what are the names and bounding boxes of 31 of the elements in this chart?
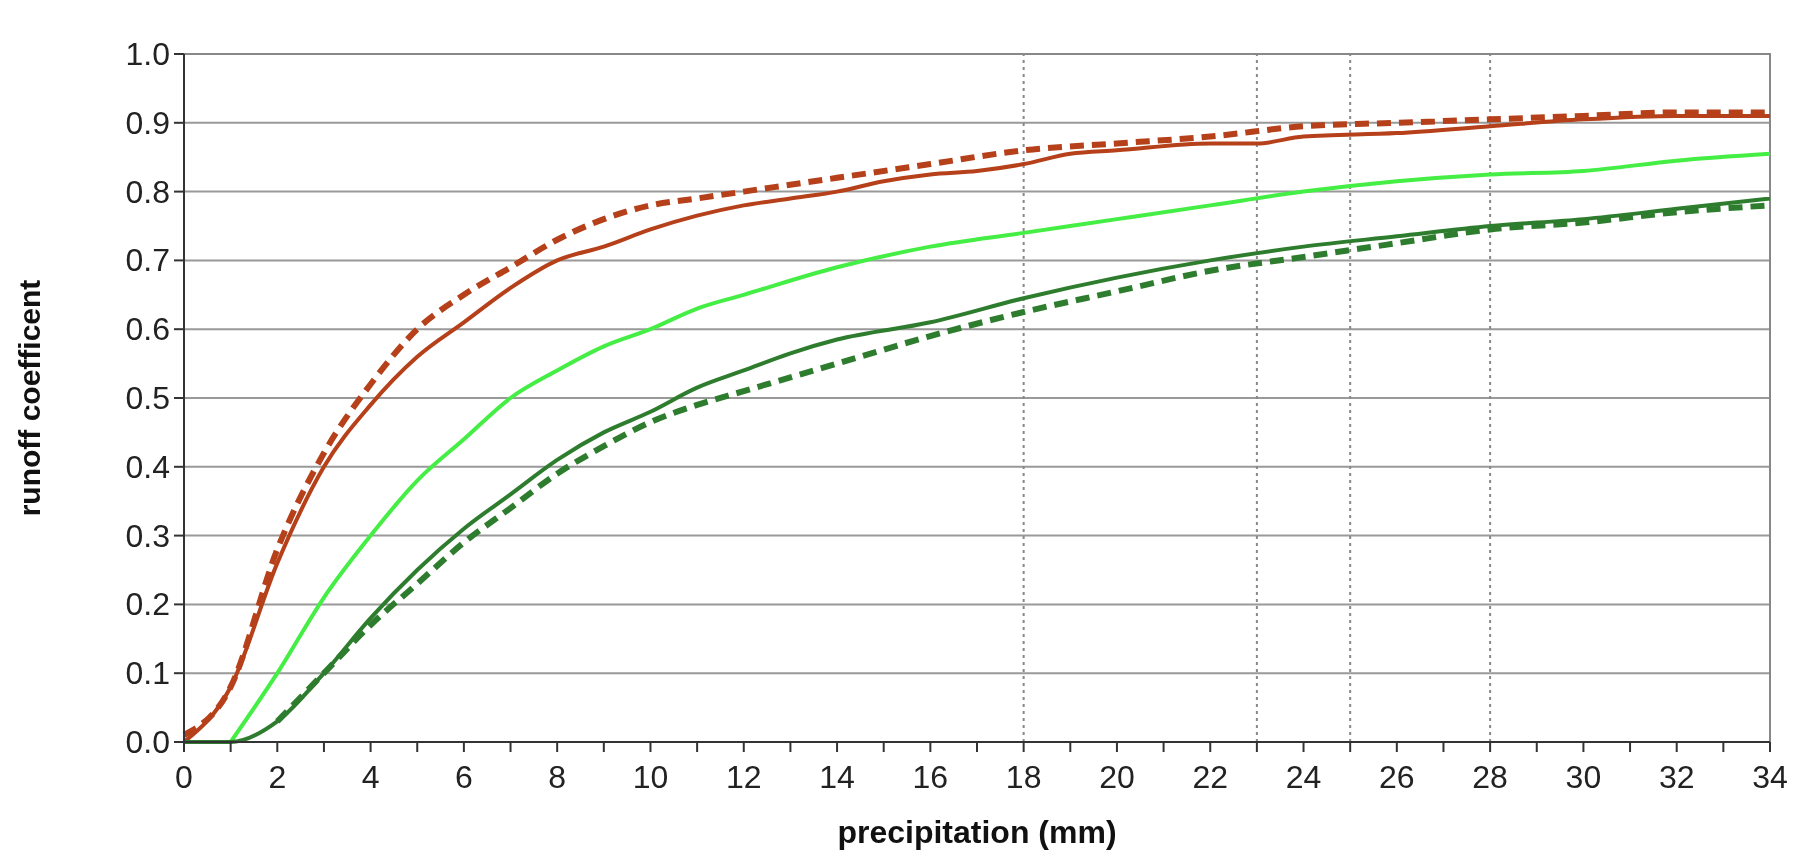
y-tick-label: 0.1	[125, 655, 170, 692]
x-tick-label: 12	[725, 759, 762, 795]
x-tick-label: 34	[1752, 759, 1788, 795]
y-tick-label: 0.8	[125, 173, 170, 210]
x-tick-label: 32	[1658, 759, 1695, 795]
x-tick-label: 18	[1005, 759, 1042, 795]
x-tick-label: 22	[1192, 759, 1229, 795]
y-axis-title: runoff coefficent	[13, 279, 46, 517]
y-tick-label: 0.4	[125, 448, 170, 485]
x-tick-label: 0	[175, 759, 193, 795]
x-tick-label: 24	[1285, 759, 1322, 795]
x-axis-title: precipitation (mm)	[837, 814, 1117, 850]
y-tick-label: 0.7	[125, 242, 170, 279]
x-tick-label: 14	[819, 759, 855, 795]
x-tick-label: 10	[632, 759, 669, 795]
y-tick-label: 0.3	[125, 517, 170, 554]
x-tick-label: 16	[912, 759, 949, 795]
y-tick-label: 0.5	[125, 380, 170, 416]
x-tick-label: 26	[1379, 759, 1415, 795]
x-tick-label: 20	[1099, 759, 1135, 795]
x-tick-label: 8	[548, 759, 567, 795]
x-tick-label: 2	[268, 759, 287, 795]
y-tick-label: 0.6	[125, 311, 170, 348]
x-tick-label: 28	[1472, 759, 1508, 795]
y-tick-label: 1.0	[125, 36, 170, 72]
y-tick-label: 0.2	[125, 586, 170, 623]
y-tick-label: 0.9	[125, 104, 170, 141]
x-tick-label: 6	[454, 759, 473, 795]
x-tick-label: 4	[361, 759, 380, 795]
y-tick-label: 0.0	[125, 724, 170, 760]
x-tick-label: 30	[1565, 759, 1602, 795]
